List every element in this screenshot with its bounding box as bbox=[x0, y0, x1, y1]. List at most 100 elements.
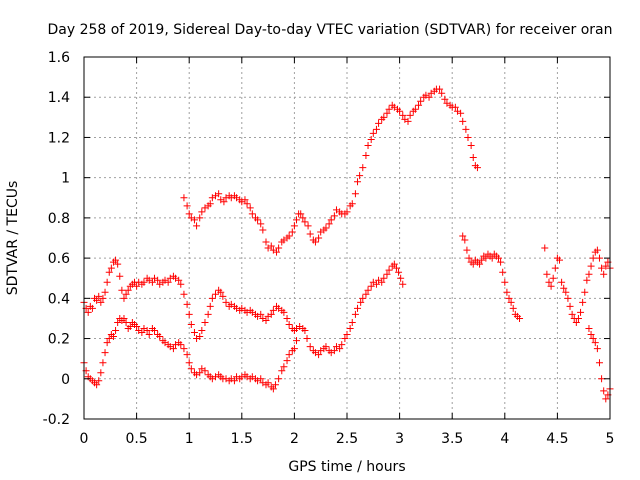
data-point bbox=[499, 268, 507, 276]
data-point bbox=[461, 236, 469, 244]
data-point bbox=[97, 369, 105, 377]
data-point bbox=[193, 222, 201, 230]
data-point bbox=[180, 194, 188, 202]
data-point bbox=[438, 89, 446, 97]
data-point bbox=[364, 286, 372, 294]
data-point bbox=[467, 141, 475, 149]
x-tick-label: 2.5 bbox=[336, 431, 358, 447]
data-point bbox=[343, 331, 351, 339]
data-point bbox=[84, 308, 92, 316]
data-point bbox=[399, 111, 407, 119]
x-tick-label: 0.5 bbox=[125, 431, 147, 447]
data-point bbox=[95, 292, 103, 300]
data-point bbox=[469, 260, 477, 268]
data-point bbox=[180, 290, 188, 298]
x-tick-label: 1 bbox=[185, 431, 194, 447]
data-point bbox=[336, 345, 344, 353]
data-point bbox=[290, 345, 298, 353]
data-point bbox=[301, 327, 309, 335]
x-tick-label: 2 bbox=[290, 431, 299, 447]
data-point bbox=[478, 256, 486, 264]
data-point bbox=[246, 204, 254, 212]
data-point bbox=[180, 345, 188, 353]
data-point bbox=[602, 395, 610, 403]
data-point bbox=[177, 280, 185, 288]
data-point bbox=[185, 210, 193, 218]
data-point bbox=[383, 109, 391, 117]
y-tick-label: 0.2 bbox=[48, 332, 70, 348]
data-point bbox=[206, 200, 214, 208]
data-point bbox=[558, 278, 566, 286]
data-point bbox=[354, 304, 362, 312]
data-point bbox=[122, 318, 130, 326]
data-point bbox=[278, 367, 286, 375]
data-point bbox=[341, 335, 349, 343]
data-point bbox=[183, 202, 191, 210]
grid bbox=[84, 57, 610, 419]
data-point bbox=[297, 210, 305, 218]
data-point bbox=[154, 276, 162, 284]
data-point bbox=[397, 274, 405, 282]
data-points bbox=[80, 85, 614, 403]
data-point bbox=[354, 178, 362, 186]
x-tick-label: 3.5 bbox=[441, 431, 463, 447]
y-tick-label: -0.2 bbox=[43, 412, 70, 428]
data-point bbox=[562, 288, 570, 296]
data-point bbox=[241, 196, 249, 204]
data-point bbox=[462, 125, 470, 133]
data-point bbox=[411, 105, 419, 113]
data-point bbox=[243, 200, 251, 208]
data-point bbox=[547, 282, 555, 290]
data-point bbox=[138, 329, 146, 337]
data-point bbox=[103, 339, 111, 347]
data-point bbox=[185, 359, 193, 367]
data-point bbox=[164, 278, 172, 286]
data-point bbox=[380, 113, 388, 121]
data-point bbox=[97, 298, 105, 306]
data-point bbox=[133, 322, 141, 330]
data-point bbox=[196, 333, 204, 341]
data-point bbox=[560, 284, 568, 292]
data-point bbox=[99, 294, 107, 302]
data-point bbox=[587, 331, 595, 339]
data-point bbox=[95, 377, 103, 385]
data-point bbox=[338, 341, 346, 349]
data-point bbox=[183, 300, 191, 308]
data-point bbox=[572, 318, 580, 326]
data-point bbox=[112, 256, 120, 264]
data-point bbox=[187, 320, 195, 328]
data-point bbox=[417, 97, 425, 105]
data-point bbox=[564, 294, 572, 302]
data-point bbox=[275, 244, 283, 252]
data-point bbox=[114, 318, 122, 326]
data-point bbox=[105, 335, 113, 343]
data-point bbox=[105, 268, 113, 276]
data-point bbox=[459, 117, 467, 125]
data-point bbox=[469, 154, 477, 162]
data-point bbox=[215, 190, 223, 198]
data-point bbox=[399, 280, 407, 288]
data-point bbox=[357, 298, 365, 306]
x-tick-label: 4.5 bbox=[546, 431, 568, 447]
data-point bbox=[593, 246, 601, 254]
data-point bbox=[543, 270, 551, 278]
data-point bbox=[583, 276, 591, 284]
data-point bbox=[114, 260, 122, 268]
data-point bbox=[126, 322, 134, 330]
data-point bbox=[254, 216, 262, 224]
data-point bbox=[299, 214, 307, 222]
data-point bbox=[359, 294, 367, 302]
data-point bbox=[109, 333, 117, 341]
data-point bbox=[222, 298, 230, 306]
data-point bbox=[488, 254, 496, 262]
data-point bbox=[88, 304, 96, 312]
data-point bbox=[198, 327, 206, 335]
data-point bbox=[201, 318, 209, 326]
data-point bbox=[190, 329, 198, 337]
data-point bbox=[183, 351, 191, 359]
data-point bbox=[322, 224, 330, 232]
data-point bbox=[212, 290, 219, 298]
data-point bbox=[385, 105, 393, 113]
data-point bbox=[395, 268, 403, 276]
x-tick-labels: 0 0.5 1 1.5 2 2.5 3 3.5 4 4.5 5 bbox=[80, 431, 615, 447]
